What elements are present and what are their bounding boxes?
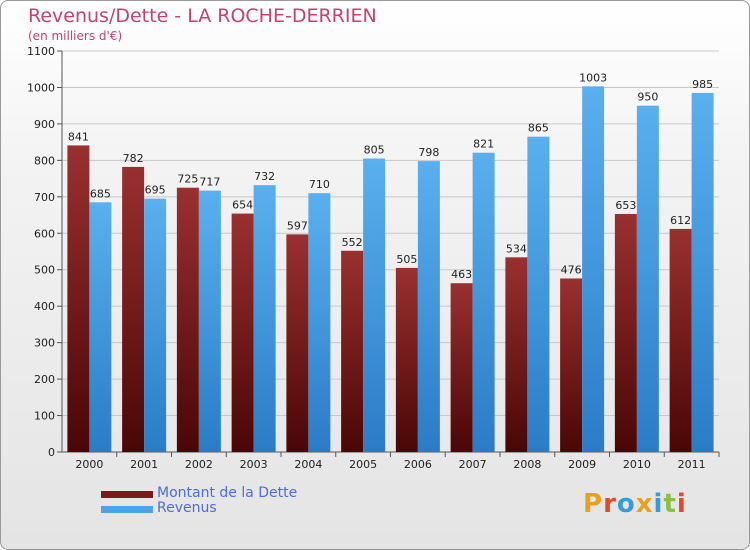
legend-swatch-revenus [101, 506, 153, 513]
y-tick-label: 200 [34, 373, 55, 386]
data-label-debt: 505 [396, 253, 417, 266]
legend-label-debt: Montant de la Dette [157, 485, 298, 501]
bar-debt [614, 213, 637, 452]
y-tick-label: 100 [34, 410, 55, 423]
data-label-revenus: 1003 [579, 71, 607, 84]
bar-debt [341, 250, 364, 452]
x-tick-label: 2005 [349, 458, 377, 471]
chart-subtitle: (en milliers d'€) [28, 29, 123, 43]
data-label-debt: 653 [615, 199, 636, 212]
x-tick-label: 2006 [404, 458, 432, 471]
data-label-revenus: 710 [309, 178, 330, 191]
data-label-revenus: 798 [418, 146, 439, 159]
bar-debt [669, 228, 692, 452]
data-label-debt: 534 [506, 242, 527, 255]
data-label-debt: 782 [123, 152, 144, 165]
chart-title: Revenus/Dette - LA ROCHE-DERRIEN [28, 5, 377, 27]
bars [67, 86, 714, 453]
y-tick-label: 800 [34, 154, 55, 167]
x-tick-label: 2003 [240, 458, 268, 471]
data-label-debt: 463 [451, 268, 472, 281]
logo-letter: x [635, 489, 654, 519]
x-tick-label: 2004 [294, 458, 322, 471]
x-tick-label: 2002 [185, 458, 213, 471]
y-tick-label: 1000 [27, 81, 55, 94]
data-label-debt: 612 [670, 214, 691, 227]
y-tick-label: 500 [34, 264, 55, 277]
bar-debt [122, 166, 145, 452]
data-label-revenus: 732 [254, 170, 275, 183]
logo-letter: o [616, 489, 636, 519]
data-labels: 841 685 782 695 725 717 654 732 597 710 552 805 505 7… [68, 71, 713, 281]
bar-debt [505, 257, 528, 452]
y-tick-label: 700 [34, 191, 55, 204]
bar-revenus [308, 193, 331, 452]
x-tick-label: 2008 [513, 458, 541, 471]
x-tick-label: 2010 [623, 458, 651, 471]
y-tick-label: 900 [34, 118, 55, 131]
bar-debt [176, 187, 199, 453]
y-tick-label: 300 [34, 337, 55, 350]
bar-revenus [417, 161, 440, 453]
bar-debt [395, 267, 418, 452]
data-label-debt: 552 [342, 236, 363, 249]
data-label-debt: 841 [68, 130, 89, 143]
grid-lines [62, 50, 719, 453]
logo-letter: r [603, 489, 617, 519]
logo-letter: t [663, 489, 677, 519]
axes: 0 100 200 300 400 500 600 700 800 900 1000 1100 2000… [27, 45, 720, 471]
data-label-debt: 597 [287, 219, 308, 232]
bar-revenus [582, 86, 605, 453]
y-tick-label: 600 [34, 227, 55, 240]
data-label-revenus: 717 [199, 176, 220, 189]
proxiti-logo: Proxiti [583, 489, 687, 519]
bar-revenus [472, 152, 495, 452]
data-label-revenus: 950 [637, 91, 658, 104]
y-tick-label: 400 [34, 300, 55, 313]
logo-letter: i [676, 489, 687, 519]
data-label-debt: 654 [232, 199, 253, 212]
y-tick-label: 1100 [27, 45, 55, 58]
bar-revenus [198, 190, 221, 452]
legend-swatch-debt [101, 491, 153, 498]
data-label-revenus: 865 [528, 122, 549, 135]
bar-revenus [89, 202, 112, 452]
bar-revenus [636, 105, 659, 452]
bar-revenus [691, 92, 714, 452]
data-label-debt: 476 [561, 263, 582, 276]
logo-letter: P [583, 489, 604, 519]
bar-debt [560, 278, 583, 452]
logo-letter: i [653, 489, 664, 519]
bar-revenus [253, 185, 276, 453]
x-tick-label: 2007 [459, 458, 487, 471]
data-label-revenus: 685 [90, 187, 111, 200]
data-label-debt: 725 [177, 173, 198, 186]
x-tick-label: 2009 [568, 458, 596, 471]
bar-debt [231, 213, 254, 452]
data-label-revenus: 821 [473, 138, 494, 151]
bar-debt [286, 234, 309, 452]
data-label-revenus: 985 [692, 78, 713, 91]
y-tick-label: 0 [48, 446, 55, 459]
x-tick-label: 2011 [678, 458, 706, 471]
x-tick-label: 2000 [75, 458, 103, 471]
bar-debt [450, 283, 473, 452]
data-label-revenus: 695 [145, 184, 166, 197]
bar-revenus [144, 198, 167, 452]
data-label-revenus: 805 [364, 144, 385, 157]
bar-revenus [527, 136, 550, 452]
x-tick-label: 2001 [130, 458, 158, 471]
bar-debt [67, 145, 90, 452]
bar-revenus [363, 158, 386, 453]
legend-label-revenus: Revenus [157, 500, 217, 516]
